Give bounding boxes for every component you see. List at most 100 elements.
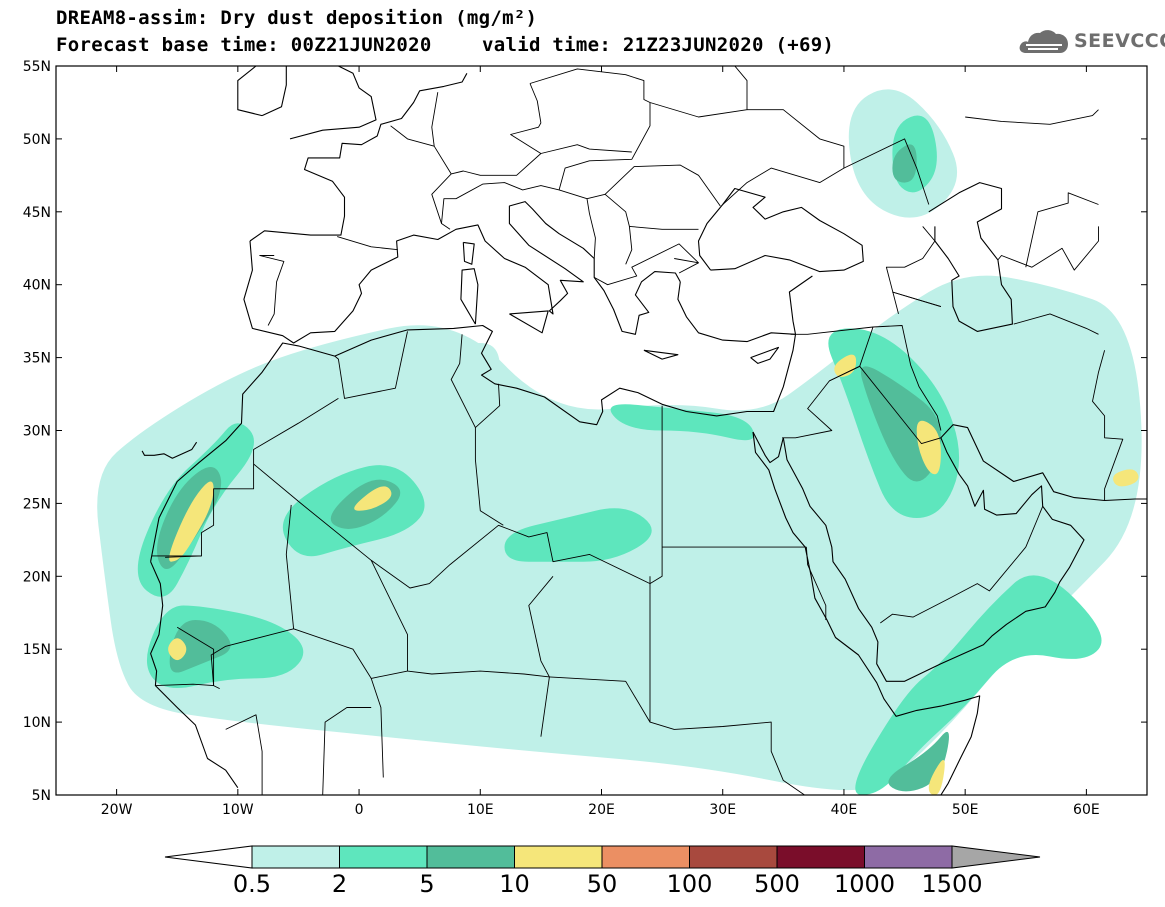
country-border [880, 546, 1027, 624]
colorbar-label: 0.5 [233, 870, 271, 898]
colorbar-label: 1500 [921, 870, 982, 898]
dust-contour-region [456, 343, 500, 416]
lon-tick-label: 10W [222, 802, 254, 818]
country-border [510, 122, 542, 154]
coastline [243, 201, 681, 344]
country-border [259, 255, 285, 326]
country-border [529, 83, 542, 123]
lon-tick-label: 10E [467, 802, 494, 818]
colorbar-swatch [426, 845, 515, 869]
country-border [390, 125, 452, 175]
colorbar-under-arrow [164, 845, 253, 869]
dust-contour-region [169, 620, 231, 673]
coastline [752, 431, 981, 795]
country-border [586, 198, 596, 259]
coastline [141, 441, 198, 459]
coastline [460, 268, 479, 325]
lat-tick-label: 30N [23, 424, 51, 440]
country-border [1025, 506, 1044, 548]
country-border [293, 560, 408, 679]
country-border [431, 92, 439, 147]
dust-contour-region [504, 508, 652, 562]
dust-field-layer [97, 89, 1142, 795]
dust-contour-region [168, 638, 187, 661]
dust-contour-region [834, 354, 857, 378]
country-border [1025, 192, 1099, 268]
lat-tick-label: 10N [23, 715, 51, 731]
country-border [965, 109, 1099, 125]
logo-text: SEEVCCC [1074, 30, 1165, 52]
coastline [928, 182, 1013, 332]
lat-tick-label: 40N [23, 278, 51, 294]
colorbar-label: 5 [419, 870, 434, 898]
lon-tick-label: 30E [709, 802, 736, 818]
coastline [462, 241, 475, 265]
border-layer [151, 66, 1124, 795]
dust-contour-region [928, 760, 945, 795]
country-border [892, 291, 942, 308]
coastline [752, 431, 784, 464]
colorbar-over-arrow [951, 845, 1041, 869]
coastline [782, 424, 1147, 682]
country-border [558, 102, 651, 191]
country-border [370, 678, 384, 778]
lon-tick-label: 50E [952, 802, 979, 818]
colorbar-swatch [339, 845, 428, 869]
country-border [253, 398, 339, 464]
colorbar-label: 100 [667, 870, 713, 898]
colorbar-label: 10 [499, 870, 530, 898]
colorbar-label: 2 [332, 870, 347, 898]
country-border [829, 365, 942, 445]
coastline [150, 561, 239, 789]
country-border [431, 144, 632, 224]
dust-contour-region [354, 486, 392, 511]
country-border [649, 405, 663, 584]
country-border [885, 226, 936, 315]
lat-tick-label: 5N [32, 788, 51, 804]
dust-contour-region [610, 404, 755, 441]
lat-tick-label: 15N [23, 642, 51, 658]
country-border [649, 66, 748, 118]
country-border [165, 555, 202, 558]
forecast-base-time: Forecast base time: 00Z21JUN2020 [56, 34, 432, 56]
country-border [649, 721, 806, 795]
seevccc-logo: SEEVCCC [1018, 24, 1165, 58]
dust-contour-region [169, 481, 214, 562]
map-title: DREAM8-assim: Dry dust deposition (mg/m²… [56, 7, 538, 29]
colorbar-swatch [689, 845, 778, 869]
country-border [625, 225, 699, 265]
dust-contour-region [855, 575, 1102, 795]
country-border [604, 164, 721, 227]
colorbar-swatch [514, 845, 603, 869]
country-border [407, 670, 550, 737]
coastline [788, 275, 813, 335]
colorbar-label: 50 [587, 870, 618, 898]
cloud-logo-icon [1019, 30, 1068, 53]
country-border [334, 331, 408, 399]
axis-ticks: 55N 50N 45N 40N 35N 30N 25N 20N 15N 10N 5N 20W 10W 0 1… [23, 59, 1147, 818]
country-border [678, 262, 699, 274]
lat-tick-label: 20N [23, 569, 51, 585]
country-border [529, 68, 651, 103]
colorbar-label: 500 [754, 870, 800, 898]
country-border [805, 547, 827, 620]
coastline [289, 66, 377, 140]
country-border [337, 236, 398, 251]
colorbar-swatch [251, 845, 340, 869]
country-border [155, 626, 215, 687]
coastline [750, 346, 780, 364]
country-border [475, 383, 501, 428]
colorbar-swatch [601, 845, 690, 869]
lon-tick-label: 20E [588, 802, 615, 818]
lat-tick-label: 25N [23, 496, 51, 512]
lat-tick-label: 45N [23, 205, 51, 221]
country-border [1013, 313, 1099, 335]
lon-tick-label: 60E [1073, 802, 1100, 818]
dust-contour-region [1113, 469, 1139, 487]
colorbar-swatch [776, 845, 865, 869]
coastline [509, 310, 549, 334]
coastline [249, 73, 468, 242]
lon-tick-label: 20W [101, 802, 133, 818]
dust-contour-region [916, 420, 941, 475]
